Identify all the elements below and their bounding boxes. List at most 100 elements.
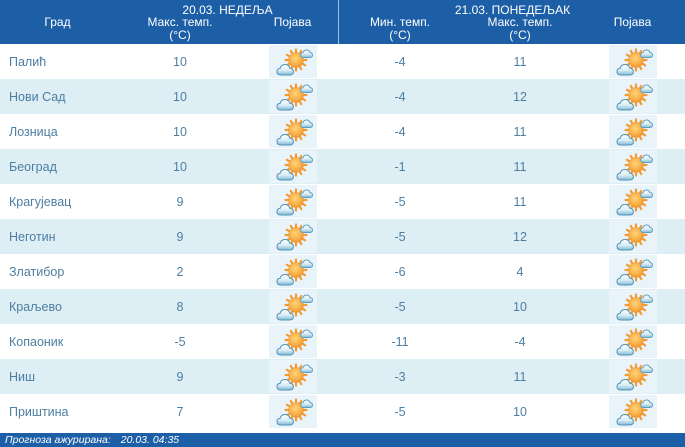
day2-max-temp-value: 10: [513, 299, 527, 314]
day2-weather-cell: [580, 219, 685, 254]
partly-cloudy-icon: [608, 185, 657, 218]
day-group-separator: [338, 0, 339, 44]
partly-cloudy-icon: [608, 325, 657, 358]
column-header-row: Град Макс. темп. (°C) Појава Мин. темп. …: [0, 15, 685, 42]
day1-weather-cell: [245, 114, 340, 149]
day2-max-temp-value: 11: [513, 369, 527, 384]
day1-weather-cell: [245, 254, 340, 289]
day1-weather-cell: [245, 79, 340, 114]
city-name: Нови Сад: [9, 89, 66, 104]
partly-cloudy-icon: [608, 45, 657, 78]
partly-cloudy-icon: [608, 290, 657, 323]
col-header-day2-max-temp: Макс. темп. (°C): [460, 15, 580, 42]
day2-max-temp-value: -4: [514, 334, 526, 349]
table-row: Неготин 9 -5 12: [0, 219, 685, 254]
day2-weather-cell: [580, 324, 685, 359]
partly-cloudy-icon: [608, 150, 657, 183]
day1-max-temp-value: 2: [176, 264, 184, 279]
partly-cloudy-icon: [268, 185, 317, 218]
table-row: Златибор 2 -6 4: [0, 254, 685, 289]
day1-weather-cell: [245, 219, 340, 254]
day2-weather-cell: [580, 254, 685, 289]
partly-cloudy-icon: [268, 395, 317, 428]
day2-weather-cell: [580, 44, 685, 79]
day1-date-label: 20.03. НЕДЕЉА: [182, 3, 273, 17]
day1-max-temp-value: 10: [173, 124, 187, 139]
day1-weather-cell: [245, 44, 340, 79]
col-header-day1-appearance: Појава: [273, 15, 312, 29]
partly-cloudy-icon: [608, 115, 657, 148]
table-row: Лозница 10 -4 11: [0, 114, 685, 149]
unit-label: (°C): [389, 28, 411, 42]
partly-cloudy-icon: [268, 290, 317, 323]
city-name: Палић: [9, 54, 47, 69]
day2-max-temp-value: 11: [513, 159, 527, 174]
unit-label: (°C): [509, 28, 531, 42]
table-header: 20.03. НЕДЕЉА 21.03. ПОНЕДЕЉАК Град Макс…: [0, 0, 685, 44]
day2-max-temp-value: 12: [513, 229, 527, 244]
day2-min-temp-value: -4: [394, 124, 406, 139]
day2-max-temp-value: 11: [513, 194, 527, 209]
partly-cloudy-icon: [268, 325, 317, 358]
city-name: Неготин: [9, 229, 56, 244]
city-name: Крагујевац: [9, 194, 72, 209]
day2-weather-cell: [580, 114, 685, 149]
partly-cloudy-icon: [268, 80, 317, 113]
partly-cloudy-icon: [268, 150, 317, 183]
city-name: Краљево: [9, 299, 62, 314]
table-row: Краљево 8 -5 10: [0, 289, 685, 324]
day2-weather-cell: [580, 184, 685, 219]
table-row: Ниш 9 -3 11: [0, 359, 685, 394]
day1-weather-cell: [245, 289, 340, 324]
max-temp-label: Макс. темп.: [487, 15, 553, 29]
day2-weather-cell: [580, 394, 685, 429]
day2-date-label: 21.03. ПОНЕДЕЉАК: [454, 3, 571, 17]
partly-cloudy-icon: [268, 220, 317, 253]
day2-min-temp-value: -4: [394, 54, 406, 69]
updated-timestamp: 20.03. 04:35: [120, 434, 180, 446]
day1-weather-cell: [245, 359, 340, 394]
table-row: Београд 10 -1 11: [0, 149, 685, 184]
day1-max-temp-value: 10: [173, 54, 187, 69]
day2-min-temp-value: -5: [394, 404, 406, 419]
partly-cloudy-icon: [608, 395, 657, 428]
unit-label: (°C): [169, 28, 191, 42]
date-row: 20.03. НЕДЕЉА 21.03. ПОНЕДЕЉАК: [0, 0, 685, 17]
day2-min-temp-value: -11: [391, 334, 409, 349]
updated-label: Прогноза ажурирана:: [5, 434, 111, 446]
day2-min-temp-value: -5: [394, 299, 406, 314]
city-name: Београд: [9, 159, 57, 174]
day1-max-temp-value: -5: [174, 334, 186, 349]
table-body: Палић 10 -4 11 Нови Сад 10: [0, 44, 685, 429]
day1-max-temp-value: 8: [176, 299, 184, 314]
max-temp-label: Макс. темп.: [147, 15, 213, 29]
day1-max-temp-value: 9: [176, 369, 184, 384]
min-temp-label: Мин. темп.: [369, 15, 431, 29]
partly-cloudy-icon: [608, 360, 657, 393]
partly-cloudy-icon: [268, 255, 317, 288]
day2-min-temp-value: -4: [394, 89, 406, 104]
partly-cloudy-icon: [608, 255, 657, 288]
day2-max-temp-value: 11: [513, 124, 527, 139]
city-name: Златибор: [9, 264, 65, 279]
day1-weather-cell: [245, 324, 340, 359]
partly-cloudy-icon: [608, 80, 657, 113]
day1-max-temp-value: 10: [173, 159, 187, 174]
city-name: Ниш: [9, 369, 36, 384]
col-header-day1-max-temp: Макс. темп. (°C): [115, 15, 245, 42]
table-row: Копаоник -5 -11 -4: [0, 324, 685, 359]
col-header-city: Град: [44, 15, 71, 29]
forecast-updated-bar: Прогноза ажурирана: 20.03. 04:35: [0, 433, 685, 447]
table-row: Нови Сад 10 -4 12: [0, 79, 685, 114]
day1-max-temp-value: 9: [176, 194, 184, 209]
day2-max-temp-value: 10: [513, 404, 527, 419]
day1-weather-cell: [245, 394, 340, 429]
partly-cloudy-icon: [268, 45, 317, 78]
day2-min-temp-value: -3: [394, 369, 406, 384]
day2-weather-cell: [580, 149, 685, 184]
city-name: Лозница: [9, 124, 58, 139]
day1-weather-cell: [245, 149, 340, 184]
table-row: Приштина 7 -5 10: [0, 394, 685, 429]
day1-weather-cell: [245, 184, 340, 219]
